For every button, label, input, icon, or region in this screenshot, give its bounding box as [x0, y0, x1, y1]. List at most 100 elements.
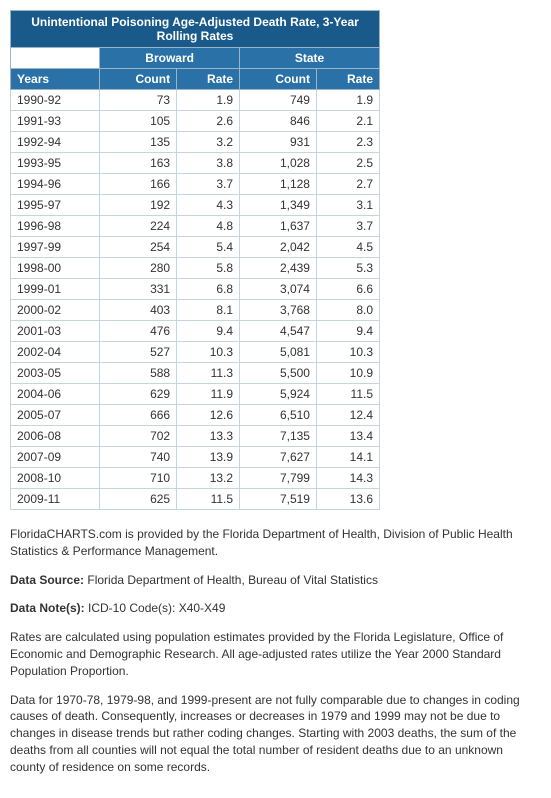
cell-count: 1,637 — [240, 216, 317, 237]
table-title: Unintentional Poisoning Age-Adjusted Dea… — [11, 11, 380, 48]
cell-count: 7,799 — [240, 468, 317, 489]
cell-rate: 4.8 — [177, 216, 240, 237]
cell-year: 2009-11 — [11, 489, 100, 510]
table-body: 1990-92731.97491.91991-931052.68462.1199… — [11, 90, 380, 510]
cell-count: 2,042 — [240, 237, 317, 258]
cell-year: 1998-00 — [11, 258, 100, 279]
cell-rate: 10.9 — [316, 363, 379, 384]
note-text: ICD-10 Code(s): X40-X49 — [85, 601, 226, 615]
cell-year: 2000-02 — [11, 300, 100, 321]
cell-count: 476 — [100, 321, 177, 342]
table-row: 1990-92731.97491.9 — [11, 90, 380, 111]
cell-rate: 3.7 — [316, 216, 379, 237]
cell-count: 4,547 — [240, 321, 317, 342]
table-row: 2000-024038.13,7688.0 — [11, 300, 380, 321]
table-row: 2009-1162511.57,51913.6 — [11, 489, 380, 510]
col-rate-2: Rate — [316, 69, 379, 90]
cell-rate: 9.4 — [316, 321, 379, 342]
spacer-cell — [11, 48, 100, 69]
cell-rate: 2.5 — [316, 153, 379, 174]
cell-rate: 3.8 — [177, 153, 240, 174]
cell-count: 931 — [240, 132, 317, 153]
col-years: Years — [11, 69, 100, 90]
source-label: Data Source: — [10, 573, 84, 587]
notes-section: FloridaCHARTS.com is provided by the Flo… — [10, 526, 541, 776]
cell-count: 7,135 — [240, 426, 317, 447]
cell-count: 192 — [100, 195, 177, 216]
cell-count: 403 — [100, 300, 177, 321]
cell-count: 749 — [240, 90, 317, 111]
cell-year: 1993-95 — [11, 153, 100, 174]
cell-rate: 5.3 — [316, 258, 379, 279]
col-count-1: Count — [100, 69, 177, 90]
cell-count: 6,510 — [240, 405, 317, 426]
cell-rate: 2.6 — [177, 111, 240, 132]
cell-rate: 4.3 — [177, 195, 240, 216]
cell-year: 2001-03 — [11, 321, 100, 342]
cell-rate: 11.3 — [177, 363, 240, 384]
cell-rate: 6.8 — [177, 279, 240, 300]
cell-rate: 14.1 — [316, 447, 379, 468]
cell-count: 625 — [100, 489, 177, 510]
cell-rate: 13.2 — [177, 468, 240, 489]
table-row: 2006-0870213.37,13513.4 — [11, 426, 380, 447]
cell-count: 135 — [100, 132, 177, 153]
cell-count: 1,128 — [240, 174, 317, 195]
cell-year: 2005-07 — [11, 405, 100, 426]
cell-rate: 2.1 — [316, 111, 379, 132]
cell-year: 2008-10 — [11, 468, 100, 489]
cell-count: 666 — [100, 405, 177, 426]
cell-rate: 3.7 — [177, 174, 240, 195]
cell-year: 1991-93 — [11, 111, 100, 132]
table-row: 1997-992545.42,0424.5 — [11, 237, 380, 258]
cell-count: 254 — [100, 237, 177, 258]
table-row: 2002-0452710.35,08110.3 — [11, 342, 380, 363]
cell-count: 5,924 — [240, 384, 317, 405]
cell-rate: 11.9 — [177, 384, 240, 405]
table-row: 2005-0766612.66,51012.4 — [11, 405, 380, 426]
cell-rate: 11.5 — [316, 384, 379, 405]
cell-count: 105 — [100, 111, 177, 132]
table-row: 1991-931052.68462.1 — [11, 111, 380, 132]
cell-year: 2003-05 — [11, 363, 100, 384]
cell-count: 588 — [100, 363, 177, 384]
cell-count: 163 — [100, 153, 177, 174]
cell-rate: 1.9 — [316, 90, 379, 111]
col-rate-1: Rate — [177, 69, 240, 90]
table-row: 1992-941353.29312.3 — [11, 132, 380, 153]
cell-rate: 5.4 — [177, 237, 240, 258]
cell-count: 280 — [100, 258, 177, 279]
table-row: 2008-1071013.27,79914.3 — [11, 468, 380, 489]
disclaimer-text: Data for 1970-78, 1979-98, and 1999-pres… — [10, 692, 541, 776]
cell-rate: 9.4 — [177, 321, 240, 342]
cell-rate: 13.4 — [316, 426, 379, 447]
table-row: 2003-0558811.35,50010.9 — [11, 363, 380, 384]
cell-year: 1996-98 — [11, 216, 100, 237]
cell-count: 166 — [100, 174, 177, 195]
cell-count: 710 — [100, 468, 177, 489]
cell-year: 1992-94 — [11, 132, 100, 153]
cell-rate: 8.0 — [316, 300, 379, 321]
cell-count: 3,074 — [240, 279, 317, 300]
cell-count: 7,519 — [240, 489, 317, 510]
cell-year: 1997-99 — [11, 237, 100, 258]
cell-year: 1999-01 — [11, 279, 100, 300]
cell-count: 7,627 — [240, 447, 317, 468]
cell-year: 2007-09 — [11, 447, 100, 468]
cell-rate: 13.9 — [177, 447, 240, 468]
data-source: Data Source: Florida Department of Healt… — [10, 572, 541, 589]
table-row: 1999-013316.83,0746.6 — [11, 279, 380, 300]
group-header-broward: Broward — [100, 48, 240, 69]
cell-rate: 3.2 — [177, 132, 240, 153]
cell-rate: 13.3 — [177, 426, 240, 447]
cell-rate: 11.5 — [177, 489, 240, 510]
cell-count: 629 — [100, 384, 177, 405]
cell-year: 1990-92 — [11, 90, 100, 111]
cell-count: 5,500 — [240, 363, 317, 384]
cell-rate: 10.3 — [316, 342, 379, 363]
source-text: Florida Department of Health, Bureau of … — [84, 573, 378, 587]
cell-rate: 1.9 — [177, 90, 240, 111]
cell-count: 2,439 — [240, 258, 317, 279]
note-label: Data Note(s): — [10, 601, 85, 615]
table-row: 1994-961663.71,1282.7 — [11, 174, 380, 195]
